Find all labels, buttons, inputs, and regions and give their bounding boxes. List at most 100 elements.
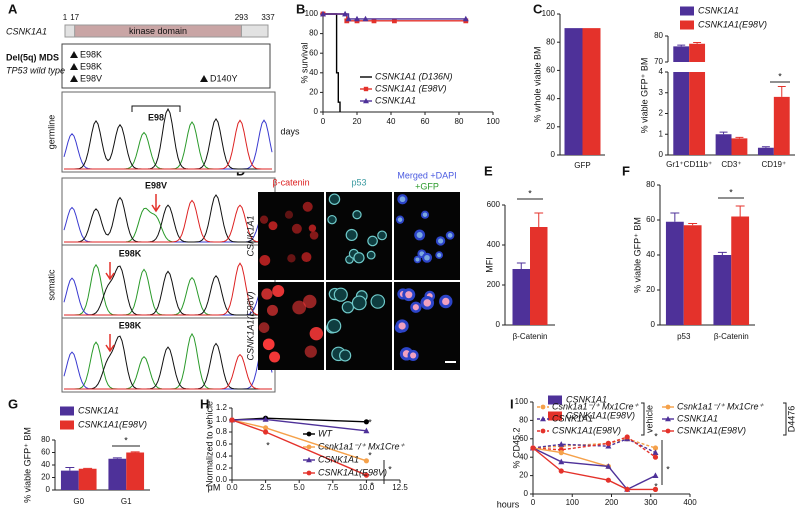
- y-axis-label: MFI: [484, 257, 494, 273]
- cell: [268, 221, 278, 231]
- bar: [689, 43, 706, 155]
- legend-marker: [306, 470, 312, 476]
- legend-marker: [540, 416, 546, 422]
- y-tick-label: 20: [41, 473, 50, 482]
- error-bar: [516, 262, 526, 269]
- x-tick-label: 0.0: [226, 483, 238, 492]
- point: [605, 477, 611, 483]
- annotation: *: [368, 450, 372, 460]
- point: [371, 18, 377, 24]
- legend-label: CSNK1A1: [566, 394, 607, 404]
- legend-swatch: [548, 411, 562, 421]
- point: [624, 486, 630, 492]
- bar: [78, 468, 97, 490]
- cell: [326, 318, 342, 334]
- legend-swatch: [680, 20, 694, 30]
- legend-marker: [665, 428, 671, 434]
- legend-label: WT: [318, 428, 333, 438]
- error-bar: [65, 467, 75, 471]
- cell: [327, 214, 337, 225]
- x-tick-label: CD19⁺: [761, 160, 786, 169]
- y-tick-label: 100: [515, 397, 529, 406]
- bar: [773, 96, 790, 155]
- cell: [309, 326, 324, 341]
- y-tick-label: 40: [546, 94, 555, 103]
- position-label: 293: [235, 13, 249, 22]
- trace-curve: [64, 119, 272, 170]
- arrow: [105, 334, 115, 353]
- y-axis-label: % CD45.2: [511, 427, 521, 468]
- cell-core: [397, 217, 403, 222]
- y-tick-label: 1: [659, 129, 664, 138]
- annotation: *: [666, 464, 670, 474]
- cell: [291, 223, 302, 234]
- codon-bracket: [131, 105, 181, 112]
- x-axis-label: days: [280, 126, 300, 136]
- domain-label: kinase domain: [129, 26, 187, 36]
- error-bar: [693, 42, 702, 44]
- series-line: [533, 448, 655, 489]
- arrow: [151, 194, 161, 213]
- bar: [582, 28, 601, 156]
- trace-box: [61, 177, 276, 246]
- error-bar: [130, 451, 140, 453]
- y-tick-label: 0: [46, 485, 51, 494]
- error-bar: [735, 136, 744, 139]
- legend-label: CSNK1A1(E98V): [552, 425, 621, 435]
- mutation-label: E98K: [80, 49, 102, 59]
- y-tick-label: 0: [659, 150, 664, 159]
- x-tick-label: 10.0: [359, 483, 375, 492]
- y-tick-label: 20: [546, 122, 555, 131]
- error-bar: [677, 44, 686, 47]
- cell: [366, 250, 376, 260]
- legend-swatch: [60, 406, 74, 416]
- arrow: [105, 262, 115, 281]
- legend-label: CSNK1A1(E98V): [677, 425, 746, 435]
- legend-marker: [665, 416, 671, 422]
- bar: [564, 28, 583, 156]
- patient-subtitle: TP53 wild type: [6, 65, 65, 75]
- x-tick-label: 2.5: [260, 483, 272, 492]
- x-tick-label: G0: [73, 497, 84, 506]
- annotation: *: [388, 464, 392, 474]
- position-label: 1: [63, 13, 68, 22]
- y-tick-label: 0.2: [216, 463, 228, 472]
- legend-label: CSNK1A1(E98V): [318, 467, 387, 477]
- x-tick-label: CD3⁺: [721, 160, 741, 169]
- trace-box: [61, 91, 276, 173]
- y-tick-label: 0: [496, 320, 501, 329]
- trace-curve: [64, 335, 272, 390]
- y-tick-label: 40: [309, 68, 318, 77]
- panel-label: E: [484, 163, 493, 178]
- legend-label: CSNK1A1 (D136N): [375, 71, 453, 81]
- bar: [731, 138, 748, 155]
- point: [345, 15, 352, 22]
- legend-label: CSNK1A1(E98V): [698, 19, 767, 29]
- cell-core: [437, 238, 444, 244]
- bar: [757, 147, 774, 155]
- y-tick-label: 0: [524, 489, 529, 498]
- x-tick-label: 7.5: [327, 483, 339, 492]
- trace-curve: [64, 353, 272, 390]
- annotation: *: [266, 440, 270, 450]
- y-axis-label: % whole viable BM: [532, 46, 542, 122]
- trace-curve: [64, 265, 272, 316]
- y-axis-label: % viable GFP⁺ BM: [632, 217, 642, 293]
- point: [362, 15, 369, 22]
- x-tick-label: p53: [677, 332, 691, 341]
- annotation: *: [528, 188, 532, 198]
- cell: [301, 252, 312, 263]
- cell-core: [424, 254, 430, 261]
- y-tick-label: 40: [646, 250, 655, 259]
- cell: [259, 215, 269, 224]
- bar: [713, 255, 732, 325]
- error-bar: [534, 212, 544, 227]
- cell: [333, 287, 348, 302]
- y-tick-label: 20: [646, 285, 655, 294]
- x-tick-label: 80: [455, 117, 464, 126]
- y-tick-label: 0.4: [216, 451, 228, 460]
- legend-marker: [540, 404, 546, 410]
- legend-group: D4476: [786, 406, 796, 433]
- trace-curve: [64, 194, 272, 243]
